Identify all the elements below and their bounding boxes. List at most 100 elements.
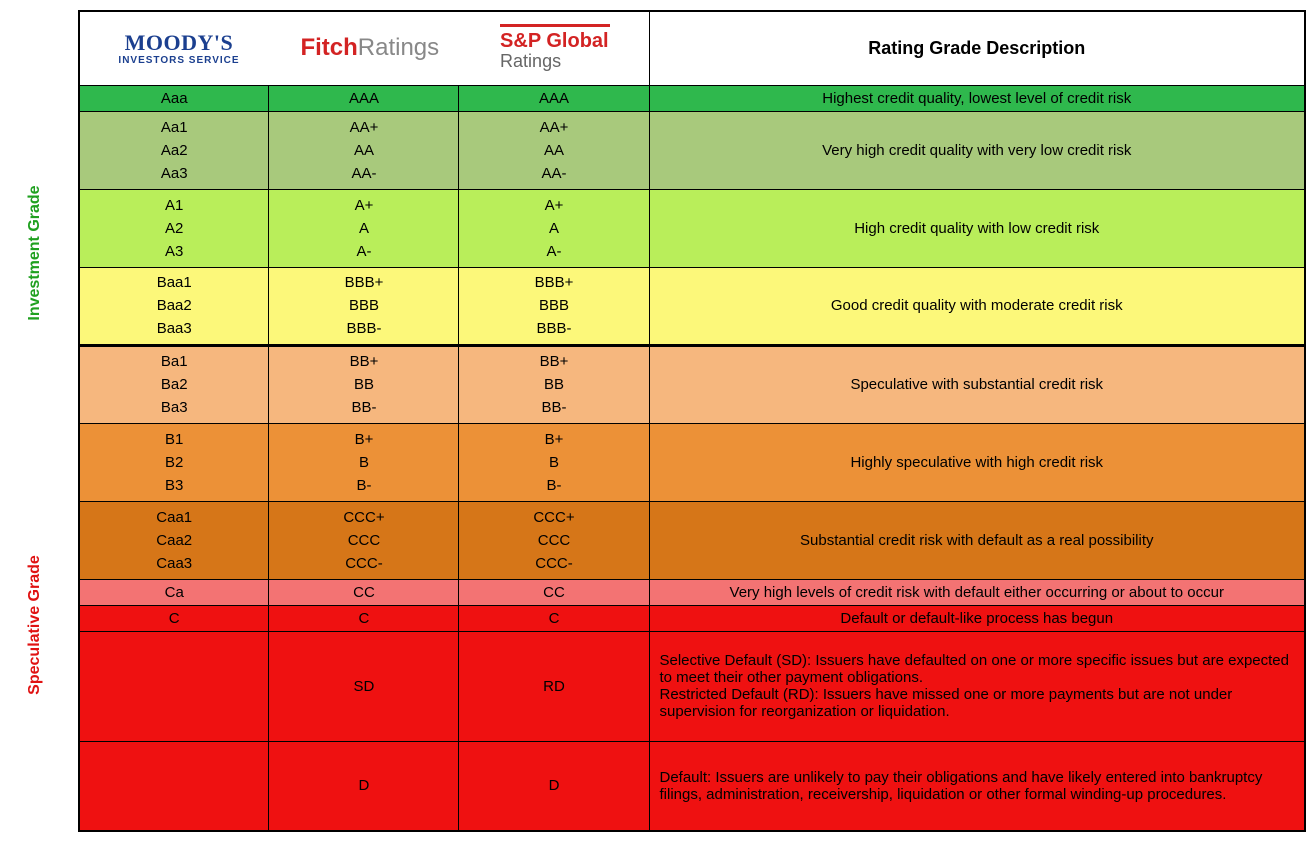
moodys-cell: Aa1Aa2Aa3 — [79, 111, 269, 189]
moodys-rating: Caa2 — [80, 529, 269, 552]
fitch-rating: C — [269, 606, 458, 631]
rating-row: B1B2B3B+BB-B+BB-Highly speculative with … — [79, 423, 1305, 501]
moodys-cell: B1B2B3 — [79, 423, 269, 501]
sp-rating: CCC+ — [459, 506, 648, 529]
moodys-cell — [79, 631, 269, 741]
moodys-rating: B3 — [80, 474, 269, 497]
fitch-cell: AA+AAAA- — [269, 111, 459, 189]
description-cell: Very high levels of credit risk with def… — [649, 579, 1305, 605]
fitch-rating: AA — [269, 139, 458, 162]
fitch-rating: B+ — [269, 428, 458, 451]
fitch-rating: SD — [269, 674, 458, 699]
fitch-rating: AAA — [269, 86, 458, 111]
description-cell: Selective Default (SD): Issuers have def… — [649, 631, 1305, 741]
fitch-rating: A- — [269, 240, 458, 263]
sp-rating: CCC- — [459, 552, 648, 575]
fitch-rating: CCC- — [269, 552, 458, 575]
sp-cell: B+BB- — [459, 423, 649, 501]
fitch-rating: BB — [269, 373, 458, 396]
moodys-rating: Ca — [80, 580, 269, 605]
sp-rating: BB — [459, 373, 648, 396]
sp-rating: BB+ — [459, 350, 648, 373]
fitch-cell: AAA — [269, 85, 459, 111]
rating-row: CCCDefault or default-like process has b… — [79, 605, 1305, 631]
moodys-rating: Ba2 — [80, 373, 269, 396]
fitch-cell: A+AA- — [269, 189, 459, 267]
description-cell: Highly speculative with high credit risk — [649, 423, 1305, 501]
description-cell: Speculative with substantial credit risk — [649, 345, 1305, 423]
moodys-rating: Caa3 — [80, 552, 269, 575]
moodys-logo: MOODY'S INVESTORS SERVICE — [118, 31, 239, 66]
ratings-table: MOODY'S INVESTORS SERVICE FitchRatings S… — [78, 10, 1306, 832]
moodys-rating: Ba1 — [80, 350, 269, 373]
moodys-rating: B1 — [80, 428, 269, 451]
moodys-rating: Aa1 — [80, 116, 269, 139]
moodys-cell: Baa1Baa2Baa3 — [79, 267, 269, 345]
sp-cell: BB+BBBB- — [459, 345, 649, 423]
rating-row: Baa1Baa2Baa3BBB+BBBBBB-BBB+BBBBBB-Good c… — [79, 267, 1305, 345]
sp-rating: AA+ — [459, 116, 648, 139]
sp-cell: CC — [459, 579, 649, 605]
description-header: Rating Grade Description — [649, 11, 1305, 85]
moodys-cell: Caa1Caa2Caa3 — [79, 501, 269, 579]
sp-cell: D — [459, 741, 649, 831]
fitch-rating: A — [269, 217, 458, 240]
fitch-rating: BBB+ — [269, 271, 458, 294]
fitch-cell: B+BB- — [269, 423, 459, 501]
sp-rating: D — [459, 773, 648, 798]
fitch-rating: BB+ — [269, 350, 458, 373]
fitch-rating: B- — [269, 474, 458, 497]
sp-rating: BBB — [459, 294, 648, 317]
sp-logo-bar — [500, 24, 610, 27]
fitch-rating: BB- — [269, 396, 458, 419]
fitch-logo: FitchRatings — [300, 35, 439, 61]
sp-cell: AA+AAAA- — [459, 111, 649, 189]
table-body: AaaAAAAAAHighest credit quality, lowest … — [79, 85, 1305, 831]
fitch-rating: CCC+ — [269, 506, 458, 529]
moodys-logo-bottom: INVESTORS SERVICE — [118, 55, 239, 66]
moodys-rating: Aaa — [80, 86, 269, 111]
moodys-cell: A1A2A3 — [79, 189, 269, 267]
sp-rating: BB- — [459, 396, 648, 419]
fitch-rating: CC — [269, 580, 458, 605]
fitch-rating: D — [269, 773, 458, 798]
moodys-rating: Baa1 — [80, 271, 269, 294]
rating-row: CaCCCCVery high levels of credit risk wi… — [79, 579, 1305, 605]
side-label-speculative: Speculative Grade — [26, 555, 44, 695]
sp-rating: A- — [459, 240, 648, 263]
rating-row: Aa1Aa2Aa3AA+AAAA-AA+AAAA-Very high credi… — [79, 111, 1305, 189]
moodys-cell: Ca — [79, 579, 269, 605]
moodys-rating: Aa2 — [80, 139, 269, 162]
description-cell: Default or default-like process has begu… — [649, 605, 1305, 631]
moodys-rating: Ba3 — [80, 396, 269, 419]
sp-rating: A+ — [459, 194, 648, 217]
fitch-rating: CCC — [269, 529, 458, 552]
sp-rating: B- — [459, 474, 648, 497]
side-label-investment: Investment Grade — [26, 185, 44, 320]
fitch-cell: CCC+CCCCCC- — [269, 501, 459, 579]
fitch-rating: AA- — [269, 162, 458, 185]
moodys-rating — [80, 782, 269, 790]
sp-cell: CCC+CCCCCC- — [459, 501, 649, 579]
description-cell: Good credit quality with moderate credit… — [649, 267, 1305, 345]
sp-rating: AA — [459, 139, 648, 162]
sp-rating: AA- — [459, 162, 648, 185]
moodys-cell — [79, 741, 269, 831]
fitch-cell: D — [269, 741, 459, 831]
description-cell: Default: Issuers are unlikely to pay the… — [649, 741, 1305, 831]
sp-rating: CC — [459, 580, 648, 605]
fitch-cell: CC — [269, 579, 459, 605]
moodys-rating: A1 — [80, 194, 269, 217]
side-labels: Investment Grade Speculative Grade — [10, 10, 78, 832]
agencies-header: MOODY'S INVESTORS SERVICE FitchRatings S… — [79, 11, 649, 85]
fitch-cell: BB+BBBB- — [269, 345, 459, 423]
fitch-cell: C — [269, 605, 459, 631]
description-cell: Very high credit quality with very low c… — [649, 111, 1305, 189]
description-cell: Highest credit quality, lowest level of … — [649, 85, 1305, 111]
rating-row: AaaAAAAAAHighest credit quality, lowest … — [79, 85, 1305, 111]
sp-rating: CCC — [459, 529, 648, 552]
fitch-rating: BBB — [269, 294, 458, 317]
sp-rating: RD — [459, 674, 648, 699]
sp-rating: AAA — [459, 86, 648, 111]
moodys-rating: Aa3 — [80, 162, 269, 185]
